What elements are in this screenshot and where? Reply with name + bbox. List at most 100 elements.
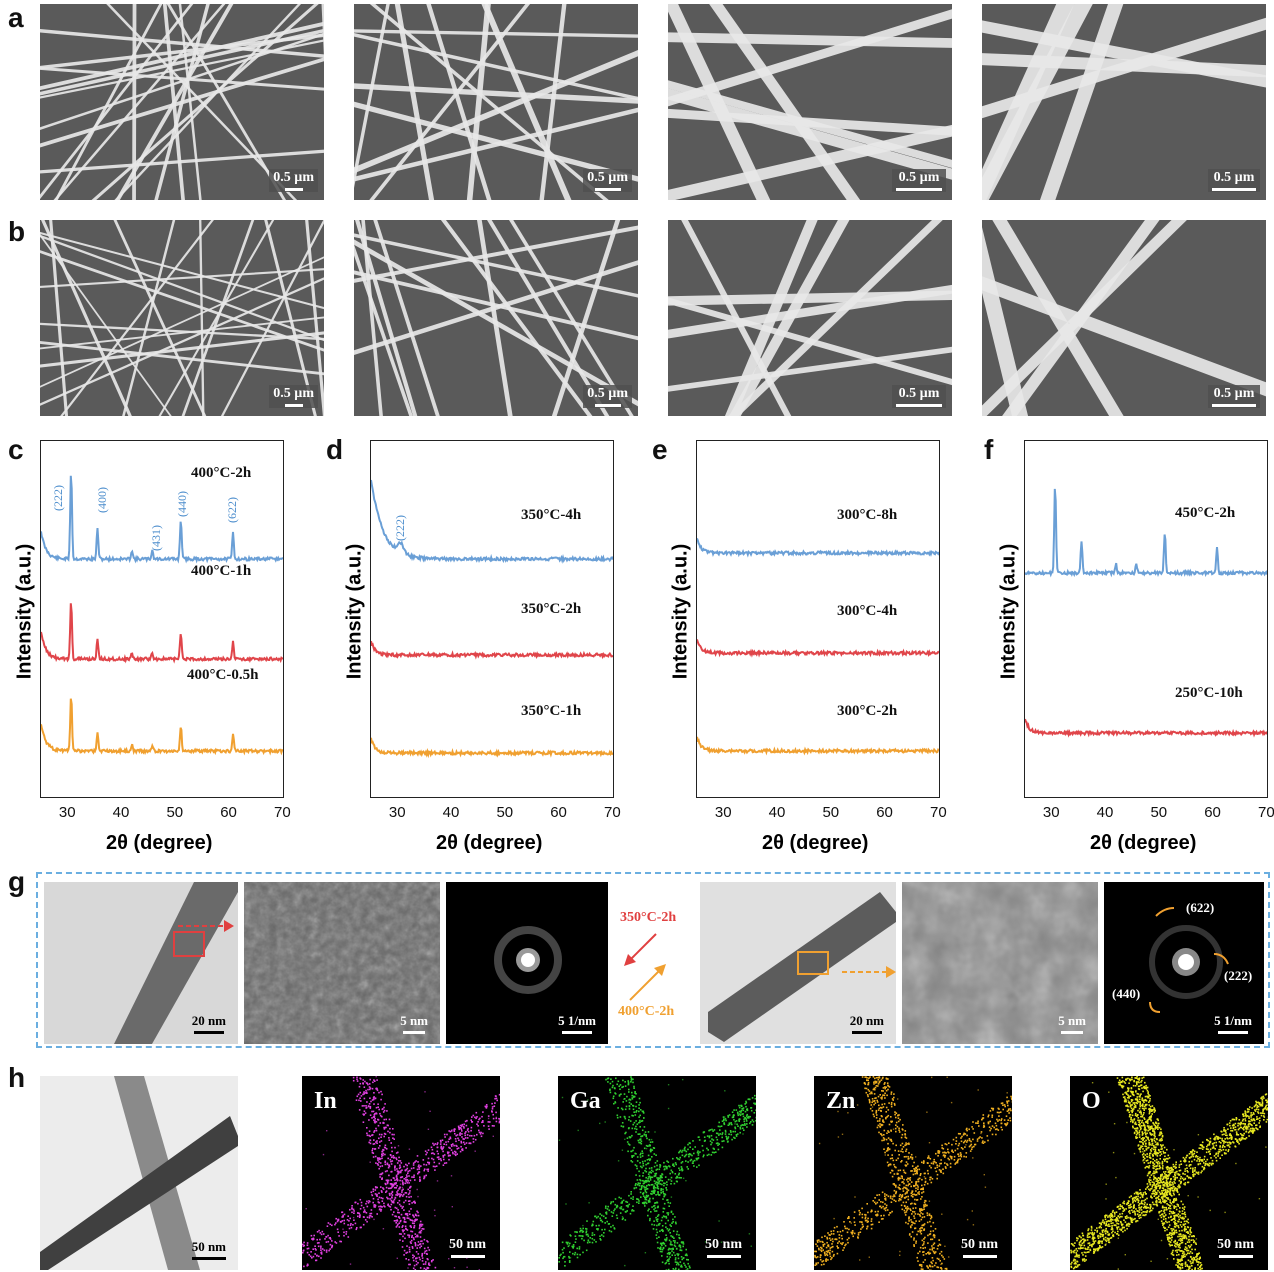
series-label: 450°C-2h	[1175, 505, 1236, 521]
saed-ring-222: (222)	[1224, 968, 1253, 983]
eds-scale-bar: 50 nm	[705, 1237, 742, 1258]
xrd-xtick: 50	[1150, 804, 1168, 821]
sem-scale-label: 0.5 µm	[898, 170, 940, 185]
panel-label-g: g	[8, 866, 26, 897]
xrd-ylabel: Intensity (a.u.)	[997, 543, 1020, 680]
panel-label-f: f	[984, 434, 994, 465]
sem-image-b-1: 0.5 µm	[40, 220, 324, 416]
xrd-series-400°C-0.5h	[41, 698, 283, 756]
peak-annotation: (222)	[393, 515, 407, 541]
eds-scale-label: 50 nm	[449, 1237, 486, 1252]
panel-label-a: a	[8, 2, 24, 33]
sem-scale-label: 0.5 µm	[587, 386, 628, 401]
panel-label-c: c	[8, 434, 24, 465]
saed-scale-label-2: 5 1/nm	[1214, 1013, 1252, 1028]
sem-scale-label: 0.5 µm	[898, 386, 940, 401]
sem-image-a-3: 0.5 µm	[668, 4, 952, 200]
sem-scale-label: 0.5 µm	[587, 170, 628, 185]
tem-image-amorphous: 20 nm	[44, 882, 238, 1044]
sem-scale-label: 0.5 µm	[1213, 170, 1255, 185]
series-label: 250°C-10h	[1175, 685, 1243, 701]
transition-arrow-350: 350°C-2h	[614, 910, 694, 926]
eds-element-label: In	[314, 1088, 337, 1114]
xrd-xtick: 60	[876, 804, 893, 821]
eds-element-label: Ga	[570, 1088, 601, 1114]
xrd-xtick: 40	[768, 804, 786, 821]
eds-scale-label: 50 nm	[705, 1237, 742, 1252]
series-label: 300°C-4h	[837, 603, 898, 619]
sem-image-a-2: 0.5 µm	[354, 4, 638, 200]
peak-annotation: (440)	[175, 491, 189, 517]
xrd-xlabel: 2θ (degree)	[106, 832, 213, 854]
conversion-arrows	[624, 933, 666, 1001]
peak-annotation: (222)	[51, 485, 65, 511]
xrd-series-400°C-2h	[41, 475, 283, 564]
xrd-series-250°C-10h	[1025, 718, 1267, 738]
hrtem-scale-label-2: 5 nm	[1058, 1013, 1086, 1028]
saed-image-crystalline: (622) (222) (440) 5 1/nm	[1104, 882, 1264, 1044]
xrd-xtick: 50	[496, 804, 514, 821]
eds-scale-bar: 50 nm	[1217, 1237, 1254, 1258]
series-label: 350°C-1h	[521, 703, 582, 719]
eds-element-label: O	[1082, 1088, 1101, 1114]
stem-scale-label: 50 nm	[191, 1239, 226, 1254]
xrd-series-350°C-4h	[371, 479, 613, 564]
hrtem-image-amorphous: 5 nm	[244, 882, 440, 1044]
panel-label-b: b	[8, 216, 26, 247]
xrd-xtick: 60	[1204, 804, 1221, 821]
series-label: 350°C-4h	[521, 507, 582, 523]
series-label: 300°C-2h	[837, 703, 898, 719]
xrd-xtick: 70	[1258, 804, 1274, 821]
stem-haadf-image: 50 nm	[40, 1076, 238, 1270]
hrtem-scale-label-1: 5 nm	[400, 1013, 428, 1028]
xrd-xtick: 70	[604, 804, 621, 821]
xrd-ylabel: Intensity (a.u.)	[13, 543, 36, 680]
xrd-xlabel: 2θ (degree)	[1090, 832, 1197, 854]
sem-scale-bar: 0.5 µm	[1208, 385, 1260, 408]
saed-image-amorphous: 5 1/nm	[446, 882, 608, 1044]
xrd-series-300°C-2h	[697, 736, 939, 756]
xrd-xtick: 70	[930, 804, 947, 821]
xrd-xtick: 40	[1096, 804, 1114, 821]
xrd-series-350°C-2h	[371, 640, 613, 660]
xrd-xtick: 30	[58, 804, 76, 821]
saed-scale-label-1: 5 1/nm	[558, 1013, 596, 1028]
sem-scale-label: 0.5 µm	[1213, 386, 1255, 401]
eds-map-Zn: Zn 50 nm	[814, 1076, 1012, 1270]
xrd-series-300°C-8h	[697, 538, 939, 558]
sem-scale-label: 0.5 µm	[273, 386, 314, 401]
sem-scale-bar: 0.5 µm	[583, 169, 632, 192]
eds-map-Ga: Ga 50 nm	[558, 1076, 756, 1270]
eds-map-In: In 50 nm	[302, 1076, 500, 1270]
panel-label-d: d	[326, 434, 344, 465]
series-label: 400°C-2h	[191, 465, 252, 481]
xrd-series-450°C-2h	[1025, 488, 1267, 578]
sem-scale-bar: 0.5 µm	[269, 169, 318, 192]
sem-image-a-1: 0.5 µm	[40, 4, 324, 200]
xrd-xtick: 30	[1042, 804, 1060, 821]
eds-scale-bar: 50 nm	[449, 1237, 486, 1258]
sem-image-b-2: 0.5 µm	[354, 220, 638, 416]
peak-annotation: (400)	[95, 487, 109, 513]
xrd-xtick: 70	[274, 804, 291, 821]
xrd-series-350°C-1h	[371, 737, 613, 759]
xrd-xtick: 50	[166, 804, 184, 821]
panel-label-h: h	[8, 1062, 26, 1093]
xrd-xtick: 60	[220, 804, 237, 821]
saed-ring-440: (440)	[1112, 986, 1141, 1001]
peak-annotation: (622)	[225, 497, 239, 523]
xrd-xtick: 30	[388, 804, 406, 821]
eds-map-O: O 50 nm	[1070, 1076, 1268, 1270]
sem-scale-label: 0.5 µm	[273, 170, 314, 185]
xrd-xtick: 40	[112, 804, 130, 821]
saed-ring-622: (622)	[1186, 900, 1215, 915]
xrd-plot-d: 350°C-4h 350°C-2h 350°C-1h (222)	[370, 440, 614, 798]
xrd-plot-c: 400°C-2h 400°C-1h 400°C-0.5h (222) (400) (431…	[40, 440, 284, 798]
series-label: 400°C-1h	[191, 563, 252, 579]
xrd-series-400°C-1h	[41, 603, 283, 664]
sem-scale-bar: 0.5 µm	[583, 385, 632, 408]
arrow-label-400: 400°C-2h	[618, 1004, 675, 1019]
xrd-ylabel: Intensity (a.u.)	[669, 543, 692, 680]
sem-scale-bar: 0.5 µm	[892, 385, 946, 408]
series-label: 300°C-8h	[837, 507, 898, 523]
